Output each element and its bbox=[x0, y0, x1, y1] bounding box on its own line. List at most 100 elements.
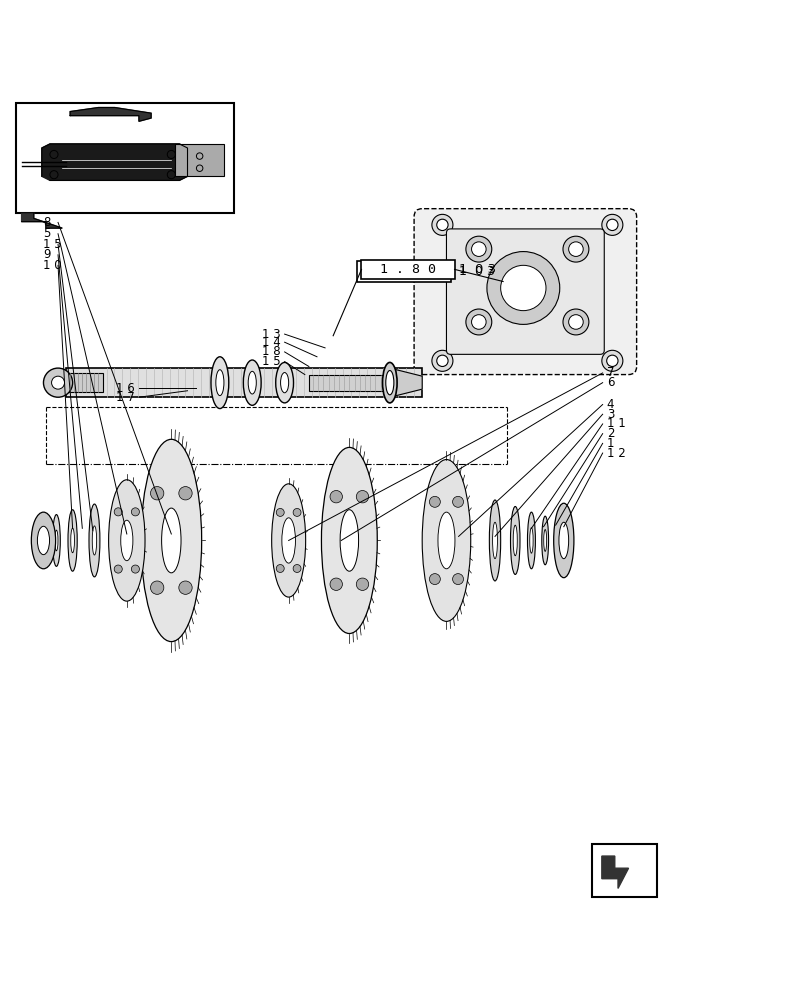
Ellipse shape bbox=[422, 460, 470, 621]
Ellipse shape bbox=[243, 360, 261, 405]
Circle shape bbox=[131, 565, 139, 573]
Ellipse shape bbox=[55, 530, 58, 551]
Text: 1: 1 bbox=[458, 263, 466, 276]
Circle shape bbox=[471, 242, 486, 256]
Ellipse shape bbox=[541, 516, 548, 565]
Ellipse shape bbox=[527, 512, 534, 569]
Ellipse shape bbox=[276, 362, 293, 403]
Circle shape bbox=[562, 236, 588, 262]
Ellipse shape bbox=[553, 503, 573, 578]
Text: 4: 4 bbox=[606, 398, 613, 411]
Bar bbox=[66, 368, 422, 397]
Text: 3: 3 bbox=[606, 408, 613, 421]
Circle shape bbox=[431, 350, 453, 371]
Ellipse shape bbox=[89, 504, 100, 577]
Ellipse shape bbox=[68, 510, 77, 571]
Circle shape bbox=[44, 368, 72, 397]
Ellipse shape bbox=[382, 362, 397, 403]
Circle shape bbox=[293, 565, 301, 572]
Text: 1 2: 1 2 bbox=[606, 447, 624, 460]
Circle shape bbox=[131, 508, 139, 516]
Text: 1 0: 1 0 bbox=[44, 259, 62, 272]
Circle shape bbox=[431, 214, 453, 235]
Bar bbox=[171, 512, 183, 569]
Ellipse shape bbox=[92, 526, 97, 555]
Ellipse shape bbox=[510, 506, 519, 574]
Circle shape bbox=[436, 355, 448, 366]
Circle shape bbox=[276, 565, 284, 572]
Text: 1 3: 1 3 bbox=[262, 328, 281, 341]
Bar bbox=[127, 523, 136, 558]
Bar bbox=[591, 844, 656, 897]
Circle shape bbox=[562, 309, 588, 335]
Ellipse shape bbox=[385, 371, 393, 395]
Ellipse shape bbox=[272, 484, 305, 597]
Ellipse shape bbox=[248, 371, 256, 394]
Text: 1 . 8 0: 1 . 8 0 bbox=[380, 263, 436, 276]
Ellipse shape bbox=[53, 515, 60, 566]
Ellipse shape bbox=[437, 512, 454, 569]
Circle shape bbox=[568, 315, 582, 329]
Circle shape bbox=[452, 496, 463, 507]
Circle shape bbox=[150, 581, 164, 594]
Ellipse shape bbox=[211, 357, 229, 409]
Ellipse shape bbox=[32, 512, 55, 569]
Text: 9: 9 bbox=[44, 248, 51, 261]
Circle shape bbox=[606, 355, 617, 366]
Ellipse shape bbox=[558, 522, 568, 559]
Circle shape bbox=[329, 490, 342, 503]
Circle shape bbox=[356, 490, 368, 503]
Circle shape bbox=[487, 252, 559, 324]
Circle shape bbox=[276, 508, 284, 516]
Ellipse shape bbox=[109, 480, 145, 601]
Text: 1 7: 1 7 bbox=[116, 391, 135, 404]
Polygon shape bbox=[601, 856, 628, 888]
Ellipse shape bbox=[281, 518, 295, 563]
Text: 8: 8 bbox=[44, 216, 51, 229]
Text: 1 . 8 0: 1 . 8 0 bbox=[377, 265, 430, 278]
Bar bbox=[308, 375, 389, 391]
Ellipse shape bbox=[529, 528, 533, 553]
Ellipse shape bbox=[340, 510, 358, 571]
Circle shape bbox=[178, 487, 192, 500]
Circle shape bbox=[114, 508, 122, 516]
Ellipse shape bbox=[321, 447, 377, 634]
Polygon shape bbox=[42, 144, 187, 180]
Text: 2: 2 bbox=[606, 427, 613, 440]
Circle shape bbox=[601, 350, 622, 371]
Bar bbox=[357, 261, 450, 282]
Polygon shape bbox=[70, 108, 151, 121]
Circle shape bbox=[452, 574, 463, 585]
FancyBboxPatch shape bbox=[414, 209, 636, 375]
Bar bbox=[16, 103, 234, 213]
Text: 1: 1 bbox=[458, 265, 466, 278]
Circle shape bbox=[601, 214, 622, 235]
Text: 1 6: 1 6 bbox=[116, 382, 135, 395]
Circle shape bbox=[51, 376, 64, 389]
Ellipse shape bbox=[489, 500, 500, 581]
Text: 0 3: 0 3 bbox=[474, 265, 494, 278]
Text: 1 1: 1 1 bbox=[606, 417, 624, 430]
Ellipse shape bbox=[71, 528, 75, 553]
Circle shape bbox=[329, 578, 342, 590]
Text: 1 5: 1 5 bbox=[262, 355, 281, 368]
Bar bbox=[446, 517, 456, 564]
Circle shape bbox=[293, 508, 301, 516]
Ellipse shape bbox=[513, 525, 517, 556]
Bar bbox=[175, 144, 224, 176]
Text: 5: 5 bbox=[44, 227, 51, 240]
Circle shape bbox=[466, 236, 491, 262]
Circle shape bbox=[436, 219, 448, 231]
Circle shape bbox=[606, 219, 617, 231]
Circle shape bbox=[429, 574, 440, 585]
Circle shape bbox=[568, 242, 582, 256]
Text: 6: 6 bbox=[606, 376, 613, 389]
Ellipse shape bbox=[161, 508, 181, 573]
Bar bbox=[349, 514, 361, 567]
Bar bbox=[361, 260, 454, 279]
Text: 7: 7 bbox=[606, 366, 613, 379]
Circle shape bbox=[500, 265, 545, 311]
Ellipse shape bbox=[141, 439, 201, 642]
Text: 0 3: 0 3 bbox=[474, 263, 496, 276]
Circle shape bbox=[356, 578, 368, 590]
